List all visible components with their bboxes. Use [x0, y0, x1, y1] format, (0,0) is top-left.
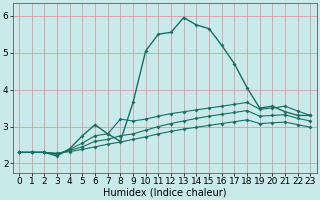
X-axis label: Humidex (Indice chaleur): Humidex (Indice chaleur) [103, 187, 227, 197]
